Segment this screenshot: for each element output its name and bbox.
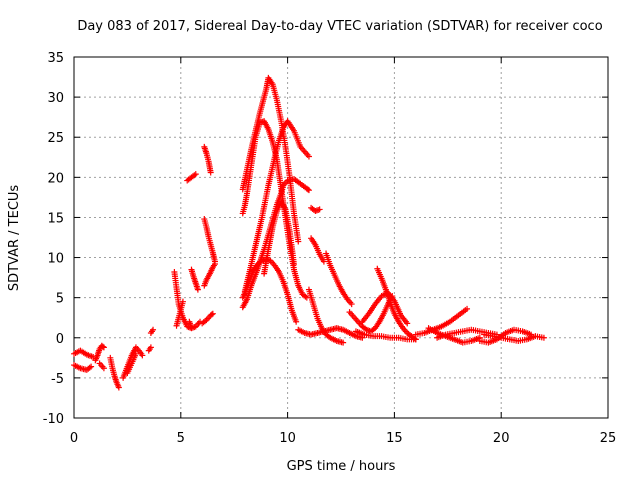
data-point — [348, 301, 355, 308]
data-point — [305, 187, 312, 194]
y-tick-label: 30 — [47, 91, 64, 106]
series-arc-32 — [374, 265, 419, 343]
data-point — [88, 363, 95, 370]
x-tick-label: 25 — [600, 431, 617, 446]
grid-lines — [74, 57, 608, 418]
data-point — [192, 171, 199, 178]
series-arc-7 — [124, 350, 139, 377]
y-tick-label: -10 — [43, 412, 64, 427]
x-tick-label: 15 — [386, 431, 403, 446]
series-arc-38 — [476, 326, 535, 346]
series-arc-25 — [308, 204, 323, 215]
x-axis-title: GPS time / hours — [287, 459, 396, 474]
data-point — [100, 365, 107, 372]
data-point — [340, 339, 347, 346]
series-arc-6 — [120, 344, 146, 381]
data-point — [464, 305, 471, 312]
data-point — [132, 350, 139, 357]
plot-frame — [73, 56, 609, 419]
data-point — [316, 206, 323, 213]
y-tick-label: -5 — [51, 372, 64, 387]
x-tick-label: 20 — [493, 431, 510, 446]
data-point — [209, 310, 216, 317]
data-point — [293, 318, 300, 325]
series-arc-29 — [295, 325, 366, 341]
x-tick-label: 0 — [70, 431, 78, 446]
data-point — [179, 298, 186, 305]
series-arc-2 — [71, 362, 95, 373]
data-point — [304, 186, 311, 193]
series-arc-5 — [107, 354, 122, 391]
series-arc-16 — [201, 216, 218, 265]
series-arc-34 — [412, 305, 471, 338]
y-tick-label: 15 — [47, 211, 64, 226]
y-tick-label: 20 — [47, 171, 64, 186]
series-arc-1 — [71, 347, 97, 361]
y-tick-label: 5 — [56, 292, 64, 307]
data-point — [99, 343, 106, 350]
y-axis-title: SDTVAR / TECUs — [7, 185, 22, 292]
series-arc-13 — [188, 266, 201, 293]
data-point — [194, 286, 201, 293]
series-arc-3 — [92, 342, 107, 364]
data-point — [139, 352, 146, 359]
series-arc-24 — [261, 198, 298, 277]
data-point — [208, 311, 215, 318]
series-arc-12 — [184, 171, 199, 184]
y-tick-label: 10 — [47, 252, 64, 267]
chart-title: Day 083 of 2017, Sidereal Day-to-day VTE… — [77, 19, 602, 34]
y-tick-label: 25 — [47, 131, 64, 146]
data-point — [295, 238, 302, 245]
data-point — [188, 325, 195, 332]
series-arc-33 — [352, 328, 419, 343]
series-arc-15 — [201, 143, 214, 176]
y-tick-label: 35 — [47, 51, 64, 66]
data-point — [100, 344, 107, 351]
data-point — [211, 260, 218, 267]
series-arc-17 — [201, 260, 218, 289]
series-arc-11 — [173, 298, 186, 329]
axis-ticks: 0 5 10 15 20 25 -10 -5 0 5 10 15 20 25 30 35 — [43, 51, 617, 446]
series-arc-4 — [96, 360, 107, 372]
series-arc-26 — [308, 235, 327, 265]
series-arc-27 — [323, 250, 355, 308]
data-point — [291, 260, 298, 267]
series-arc-9 — [147, 326, 157, 336]
series-arc-8 — [145, 344, 154, 354]
data-point — [305, 153, 312, 160]
data-marks — [71, 74, 547, 391]
data-point — [528, 331, 535, 338]
series-arc-28 — [305, 286, 347, 346]
data-point — [147, 344, 154, 351]
data-point — [115, 384, 122, 391]
x-tick-label: 5 — [177, 431, 185, 446]
series-arc-14 — [186, 318, 195, 332]
x-tick-label: 10 — [279, 431, 296, 446]
y-tick-label: 0 — [56, 332, 64, 347]
data-point — [540, 334, 547, 341]
data-point — [404, 320, 411, 327]
data-point — [207, 169, 214, 176]
series-arc-22 — [239, 256, 300, 325]
data-point — [150, 326, 157, 333]
series-arc-18 — [199, 310, 216, 327]
